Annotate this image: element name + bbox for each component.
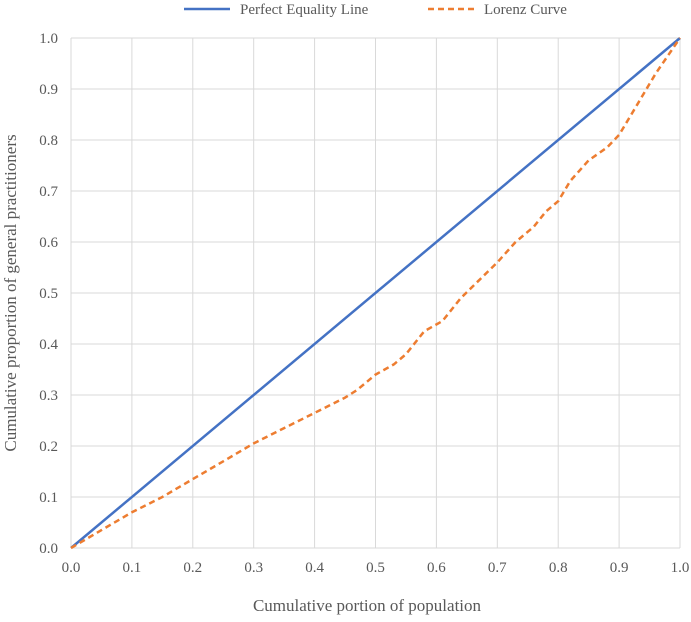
y-tick-label: 0.9 [39, 82, 58, 98]
grid [70, 37, 681, 549]
y-tick-label: 1.0 [39, 31, 58, 47]
x-tick-label: 0.6 [427, 560, 446, 576]
x-tick-label: 0.4 [305, 560, 324, 576]
y-tick-label: 0.5 [39, 286, 58, 302]
series-layer [70, 37, 682, 550]
x-tick-label: 0.5 [366, 560, 385, 576]
y-tick-label: 0.1 [39, 490, 58, 506]
legend: Perfect Equality Line Lorenz Curve [184, 2, 567, 18]
y-tick-label: 0.3 [39, 388, 58, 404]
y-tick-label: 0.4 [39, 337, 58, 353]
legend-label: Lorenz Curve [484, 2, 567, 18]
x-tick-label: 0.1 [123, 560, 142, 576]
y-tick-label: 0.0 [39, 541, 58, 557]
x-tick-label: 0.7 [488, 560, 507, 576]
x-tick-label: 0.8 [549, 560, 568, 576]
y-tick-label: 0.7 [39, 184, 58, 200]
y-tick-label: 0.2 [39, 439, 58, 455]
x-tick-label: 0.2 [183, 560, 202, 576]
y-tick-label: 0.6 [39, 235, 58, 251]
x-tick-label: 0.3 [244, 560, 263, 576]
perfect-equality-line [70, 37, 681, 549]
x-tick-label: 0.9 [610, 560, 629, 576]
tick-labels: 0.0 0.1 0.2 0.3 0.4 0.5 0.6 0.7 0.8 0.9 1.0 0.0 0.1 0… [39, 31, 689, 576]
x-tick-label: 1.0 [671, 560, 690, 576]
y-tick-label: 0.8 [39, 133, 58, 149]
legend-label: Perfect Equality Line [240, 2, 369, 18]
x-tick-label: 0.0 [62, 560, 81, 576]
y-axis-title: Cumulative proportion of general practit… [1, 134, 20, 451]
x-axis-title: Cumulative portion of population [253, 596, 482, 615]
